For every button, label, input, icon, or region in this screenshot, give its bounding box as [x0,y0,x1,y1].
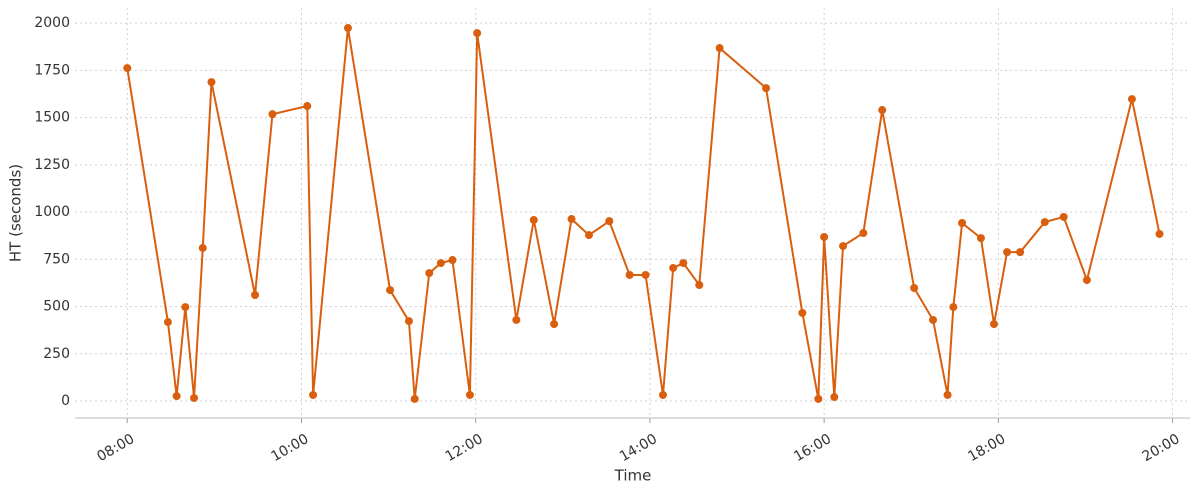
point [198,243,207,252]
point [309,390,318,399]
point [190,393,199,402]
y-tick-label: 1750 [34,62,70,78]
point [584,231,593,240]
point [343,24,352,33]
point [550,320,559,329]
point [695,280,704,289]
x-tick-label: 12:00 [443,431,486,465]
point [943,390,952,399]
point [1059,212,1068,221]
y-tick-label: 1000 [34,204,70,220]
point [1082,276,1091,285]
point [425,269,434,278]
y-tick-label: 250 [43,346,70,362]
point [404,317,413,326]
point [567,215,576,224]
point [410,394,419,403]
point [172,392,181,401]
point [163,318,172,327]
x-tick-label: 18:00 [965,431,1008,465]
point [207,78,216,87]
point [386,286,395,295]
point [303,102,312,111]
y-tick-label: 0 [61,393,70,409]
x-tick-label: 08:00 [94,431,137,465]
y-tick-label: 1250 [34,157,70,173]
point [830,393,839,402]
point [762,84,771,93]
point [1127,95,1136,104]
point [949,303,958,312]
point [839,242,848,251]
point [929,315,938,324]
point [958,219,967,228]
point [1155,229,1164,238]
point [669,263,678,272]
point [878,106,887,115]
x-axis-label: Time [614,467,652,485]
point [473,29,482,38]
point [679,259,688,268]
point [448,256,457,265]
point [715,44,724,53]
point [605,217,614,226]
point [910,284,919,293]
x-tick-label: 20:00 [1140,431,1183,465]
point [512,315,521,324]
point [268,110,277,119]
x-tick-label: 16:00 [791,431,834,465]
point [465,390,474,399]
point [990,320,999,329]
y-tick-label: 500 [43,299,70,315]
point [976,234,985,243]
y-tick-label: 2000 [34,15,70,31]
x-tick-label: 10:00 [269,431,312,465]
point [436,259,445,268]
point [529,215,538,224]
point [1003,248,1012,257]
point [1040,218,1049,227]
point [641,270,650,279]
y-tick-label: 1500 [34,110,70,126]
point [814,394,823,403]
point [658,390,667,399]
point [625,270,634,279]
point [1016,248,1025,257]
point [798,308,807,317]
y-axis-label: HT (seconds) [7,164,25,262]
point [251,291,260,299]
point [859,229,868,238]
line [126,27,1161,400]
point [820,232,829,241]
point [123,64,132,73]
point [181,303,190,312]
x-tick-label: 14:00 [617,431,660,465]
y-tick-label: 750 [43,251,70,267]
